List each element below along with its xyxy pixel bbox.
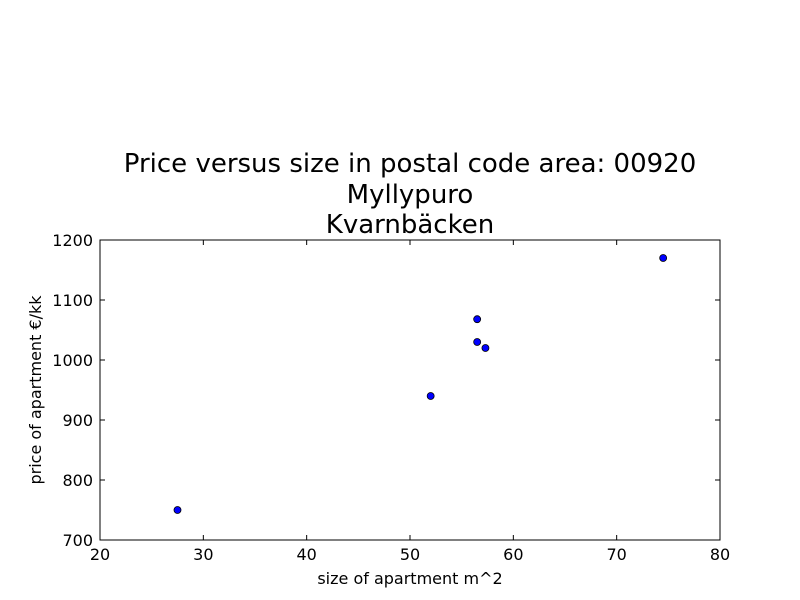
y-tick-label: 900 xyxy=(62,411,93,430)
x-tick-label: 20 xyxy=(90,545,110,564)
plot-frame xyxy=(99,239,721,541)
chart-title-line-2: Myllypuro xyxy=(347,180,474,210)
scatter-points xyxy=(173,254,668,514)
x-tick-label: 80 xyxy=(710,545,730,564)
x-tick-label: 70 xyxy=(606,545,626,564)
y-axis-label: price of apartment €/kk xyxy=(26,295,45,485)
y-tick-label: 1000 xyxy=(52,351,93,370)
x-tick-label: 40 xyxy=(296,545,316,564)
axis-ticks: 20 30 40 50 60 70 80 700 800 900 1000 1100 1200 xyxy=(52,231,730,564)
y-tick-label: 1200 xyxy=(52,231,93,250)
data-point xyxy=(473,338,482,346)
x-tick-label: 50 xyxy=(400,545,420,564)
data-point xyxy=(173,506,182,514)
data-point xyxy=(426,392,435,400)
y-tick-label: 800 xyxy=(62,471,93,490)
y-tick-label: 1100 xyxy=(52,291,93,310)
x-tick-label: 60 xyxy=(503,545,523,564)
chart-title-line-1: Price versus size in postal code area: 0… xyxy=(124,149,697,179)
data-point xyxy=(481,344,490,352)
data-point xyxy=(659,254,668,262)
x-axis-label: size of apartment m^2 xyxy=(317,569,502,588)
chart-title-line-3: Kvarnbäcken xyxy=(326,210,494,240)
x-tick-label: 30 xyxy=(193,545,213,564)
y-tick-label: 700 xyxy=(62,531,93,550)
data-point xyxy=(473,315,482,324)
